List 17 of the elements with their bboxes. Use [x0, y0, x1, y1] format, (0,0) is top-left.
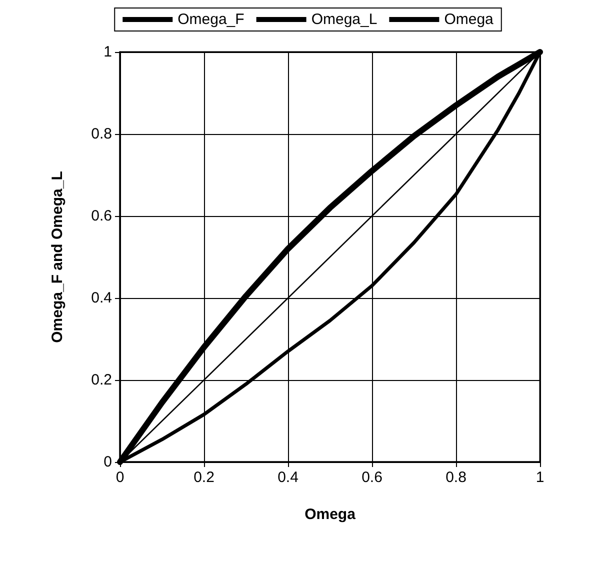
x-tick-label: 0.6 — [362, 469, 382, 486]
y-tick-label: 0.2 — [91, 372, 112, 388]
x-axis-title: Omega — [304, 506, 356, 523]
x-tick-label: 1 — [536, 469, 544, 486]
y-tick-label: 1 — [104, 44, 112, 60]
y-tick-label: 0.8 — [91, 126, 112, 142]
y-axis-title: Omega_F and Omega_L — [49, 171, 66, 343]
legend-label: Omega_F — [178, 11, 244, 28]
x-tick-label: 0 — [116, 469, 124, 486]
legend-label: Omega — [444, 11, 494, 28]
y-tick-label: 0.6 — [91, 208, 112, 224]
legend-label: Omega_L — [311, 11, 378, 28]
x-tick-label: 0.8 — [446, 469, 466, 486]
x-tick-label: 0.4 — [278, 469, 298, 486]
x-tick-label: 0.2 — [194, 469, 214, 486]
y-tick-label: 0.4 — [91, 290, 112, 306]
y-tick-label: 0 — [104, 454, 112, 470]
